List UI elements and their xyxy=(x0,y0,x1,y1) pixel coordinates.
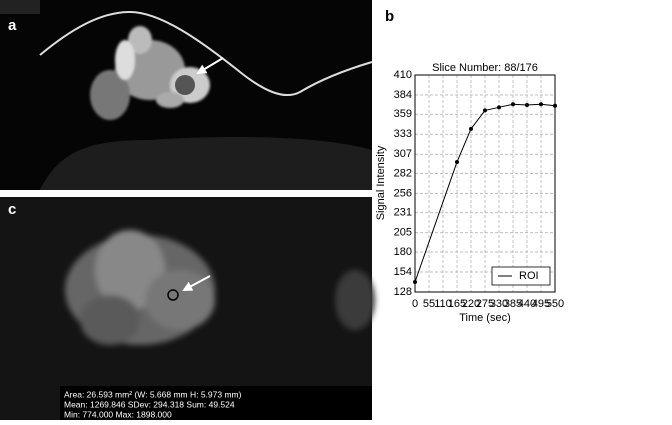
roi-stat: Mean: 1269.846 SDev: 294.318 Sum: 49.524 xyxy=(64,399,235,409)
plot-frame xyxy=(414,74,556,293)
x-tick-label: 220 xyxy=(462,298,480,310)
chart-title: Slice Number: 88/176 xyxy=(432,62,538,74)
x-tick-label: 440 xyxy=(518,298,536,310)
y-tick-label: 384 xyxy=(394,89,412,101)
y-tick-label: 128 xyxy=(394,286,412,298)
x-tick-label: 550 xyxy=(546,298,564,310)
y-tick-label: 410 xyxy=(394,69,412,81)
marker xyxy=(469,126,473,131)
y-tick-label: 256 xyxy=(394,187,412,199)
y-tick-label: 333 xyxy=(394,128,412,140)
marker xyxy=(483,108,487,113)
x-tick-label: 275 xyxy=(476,298,494,310)
marker xyxy=(539,102,543,107)
panel-label: c xyxy=(8,201,16,218)
y-tick-label: 154 xyxy=(394,266,412,278)
y-tick-label: 231 xyxy=(394,207,412,219)
roi-stat: Min: 774.000 Max: 1898.000 xyxy=(64,409,172,419)
mri-image-a xyxy=(0,0,373,190)
y-tick-label: 359 xyxy=(394,108,412,120)
marker xyxy=(525,103,529,108)
marker xyxy=(511,102,515,107)
x-tick-label: 495 xyxy=(532,298,550,310)
legend-label: ROI xyxy=(519,270,539,282)
x-tick-label: 330 xyxy=(490,298,508,310)
x-tick-label: 55 xyxy=(423,298,435,310)
legend-box xyxy=(491,266,551,286)
marker xyxy=(413,279,417,284)
y-tick-label: 282 xyxy=(394,167,412,179)
y-tick-label: 205 xyxy=(394,227,412,239)
x-axis-label: Time (sec) xyxy=(459,312,511,324)
x-tick-label: 165 xyxy=(448,298,466,310)
y-axis-label: Signal Intensity xyxy=(375,145,387,220)
mri-image-c xyxy=(0,197,375,420)
x-tick-label: 385 xyxy=(504,298,522,310)
x-tick-label: 110 xyxy=(434,298,452,310)
x-tick-label: 0 xyxy=(412,298,418,310)
y-tick-label: 180 xyxy=(394,246,412,258)
marker xyxy=(497,105,501,110)
panel-label: b xyxy=(385,8,394,25)
panel-label: a xyxy=(8,17,17,34)
marker xyxy=(455,159,459,164)
marker xyxy=(553,103,557,108)
roi-stat: Area: 26.593 mm² (W: 5.668 mm H: 5.973 m… xyxy=(64,389,242,399)
y-tick-label: 307 xyxy=(394,148,412,160)
